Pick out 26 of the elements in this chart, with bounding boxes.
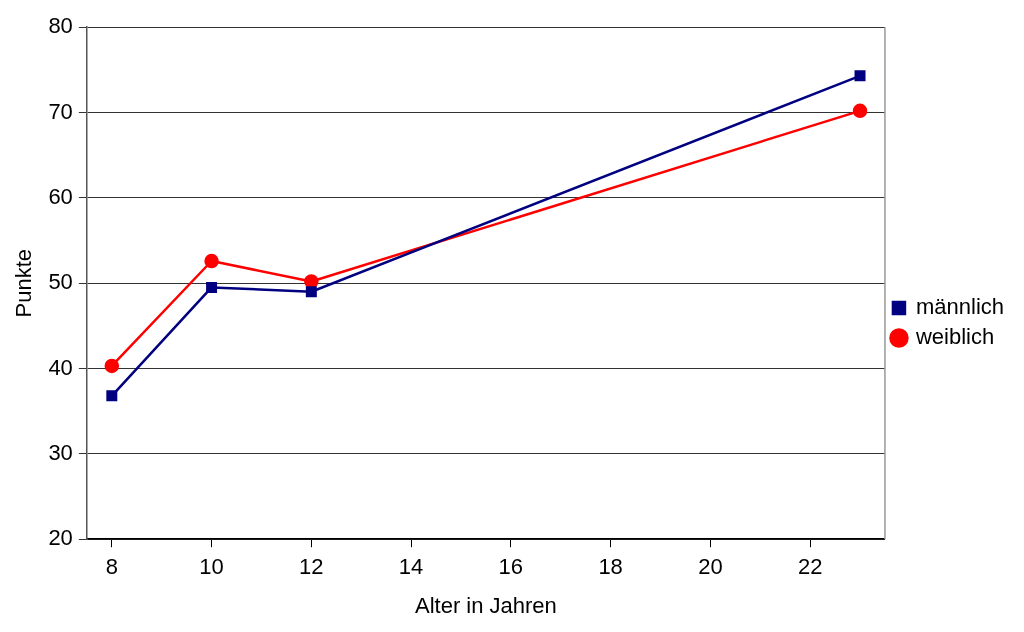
point	[104, 358, 120, 374]
point	[852, 103, 868, 119]
point	[106, 390, 118, 402]
x-tick-label: 14	[398, 554, 424, 580]
point	[854, 70, 866, 82]
y-tick-label: 20	[48, 525, 73, 551]
y-tick-label: 60	[48, 183, 73, 209]
x-tick-label: 12	[299, 554, 324, 580]
x-tick-label: 22	[797, 554, 823, 580]
y-tick-label: 30	[48, 439, 73, 465]
point	[305, 286, 317, 298]
y-tick-label: 80	[48, 13, 73, 39]
x-axis-title: Alter in Jahren	[414, 592, 557, 618]
point	[204, 253, 219, 269]
y-tick-label: 50	[48, 269, 73, 295]
legend-label: weiblich	[914, 324, 995, 350]
y-tick-label: 70	[48, 98, 73, 124]
x-tick-label: 18	[598, 554, 623, 580]
x-tick-label: 8	[105, 554, 118, 580]
point	[206, 281, 218, 293]
x-tick-label: 10	[199, 554, 224, 580]
y-tick-label: 40	[48, 354, 73, 380]
x-tick-label: 20	[698, 554, 723, 580]
legend-label: männlich	[915, 294, 1004, 320]
x-tick-label: 16	[498, 554, 524, 580]
y-axis-title: Punkte	[11, 248, 37, 318]
